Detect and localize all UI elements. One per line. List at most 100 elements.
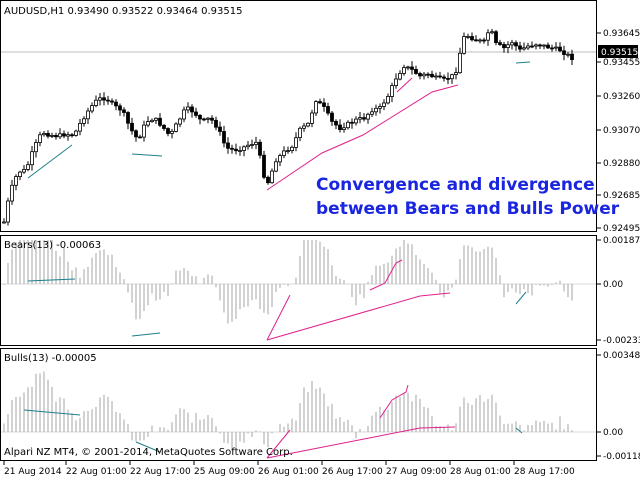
candle-body — [30, 151, 34, 166]
candle-body — [34, 142, 38, 153]
candle-body — [142, 124, 146, 138]
annotation-line-2: between Bears and Bulls Power — [316, 199, 620, 219]
bulls-divergence-up — [266, 429, 291, 459]
price-tick: 0.93070 — [603, 126, 640, 136]
candle-body — [546, 44, 550, 49]
bears-divergence-line-2 — [369, 259, 403, 291]
candle-body — [290, 146, 294, 152]
candle-body — [274, 161, 278, 172]
candle-body — [354, 118, 358, 124]
candle-body — [6, 200, 10, 223]
candlesticks — [2, 28, 574, 226]
price-tick: 0.92880 — [603, 159, 640, 169]
candle-body — [162, 124, 166, 129]
candle-body — [58, 133, 62, 138]
candle-body — [350, 121, 354, 124]
candle-body — [250, 144, 254, 146]
bears-tick: 0.00 — [603, 280, 623, 290]
candle-body — [494, 31, 498, 44]
candle-body — [138, 136, 142, 139]
candle-body — [386, 96, 390, 104]
candle-body — [114, 101, 118, 107]
candle-body — [110, 100, 114, 103]
bulls-axis: 0.00348 0.00 -0.00118 — [597, 351, 640, 462]
candle-body — [442, 76, 446, 79]
candle-body — [370, 111, 374, 115]
candle-body — [306, 122, 310, 127]
candle-body — [178, 118, 182, 125]
candle-body — [358, 117, 362, 120]
candle-body — [298, 127, 302, 139]
candle-body — [106, 99, 110, 102]
main-divergence-lines — [27, 61, 531, 191]
candle-body — [410, 66, 414, 70]
candle-body — [54, 134, 58, 138]
candle-body — [394, 78, 398, 86]
candle-body — [102, 97, 106, 101]
main-divergence-line-2 — [396, 77, 413, 93]
candle-body — [330, 112, 334, 122]
candle-body — [506, 44, 510, 48]
bulls-panel[interactable] — [0, 348, 597, 461]
candle-body — [214, 119, 218, 128]
candle-body — [234, 148, 238, 152]
candle-body — [398, 73, 402, 80]
candle-body — [542, 44, 546, 47]
candle-body — [418, 73, 422, 77]
candle-body — [282, 150, 286, 156]
candle-body — [42, 132, 46, 136]
candle-body — [482, 39, 486, 42]
candle-body — [322, 102, 326, 107]
bears-convergence-line-2 — [131, 332, 161, 337]
time-tick: 28 Aug 01:00 — [450, 467, 511, 477]
candle-body — [378, 106, 382, 109]
bears-panel[interactable] — [0, 235, 597, 346]
main-convergence-line-3 — [515, 61, 531, 64]
candle-body — [470, 36, 474, 41]
candle-body — [326, 106, 330, 114]
symbol-header: AUDUSD,H1 0.93490 0.93522 0.93464 0.9351… — [4, 6, 242, 17]
candle-body — [182, 109, 186, 120]
candle-body — [430, 73, 434, 78]
candle-body — [174, 123, 178, 132]
candle-body — [82, 118, 86, 124]
candle-body — [286, 150, 290, 153]
candle-body — [294, 137, 298, 148]
bulls-divergence-line — [266, 426, 456, 459]
candle-body — [258, 141, 262, 156]
candle-body — [346, 121, 350, 129]
candle-body — [466, 36, 470, 38]
bulls-convergence-line-3 — [515, 427, 523, 434]
candle-body — [66, 134, 70, 137]
candle-body — [462, 36, 466, 54]
bears-axis: 0.00187 0.00 -0.00233 — [597, 236, 640, 346]
bulls-divergence-lines — [23, 384, 523, 459]
candle-body — [490, 31, 494, 34]
price-tick: 0.93455 — [603, 58, 640, 68]
candle-body — [22, 168, 26, 173]
candle-body — [146, 121, 150, 126]
candle-body — [262, 154, 266, 178]
candle-body — [514, 42, 518, 47]
candle-body — [94, 99, 98, 106]
main-panel[interactable] — [0, 0, 597, 232]
candle-body — [310, 112, 314, 124]
bulls-tick: 0.00348 — [603, 351, 640, 361]
time-tick: 26 Aug 01:00 — [258, 467, 319, 477]
bulls-convergence-line-1 — [23, 409, 81, 416]
candle-body — [18, 171, 22, 178]
candle-body — [530, 45, 534, 48]
candle-body — [230, 147, 234, 150]
candle-body — [438, 75, 442, 78]
candle-body — [526, 45, 530, 49]
candle-body — [422, 73, 426, 77]
bears-tick: 0.00187 — [603, 236, 640, 246]
candle-body — [38, 134, 42, 143]
candle-body — [226, 142, 230, 149]
price-axis: 0.93645 0.93455 0.93260 0.93070 0.92880 … — [597, 29, 640, 234]
candle-body — [90, 105, 94, 112]
candle-body — [434, 75, 438, 78]
candle-body — [522, 47, 526, 50]
